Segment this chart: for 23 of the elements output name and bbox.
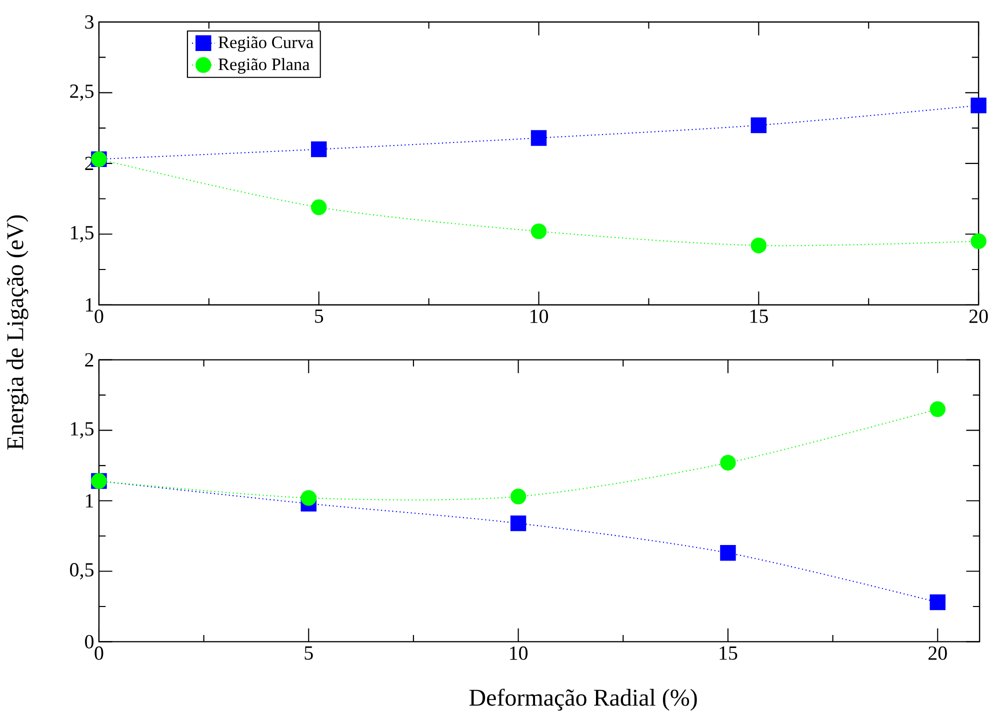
x-tick-label: 20 <box>928 646 947 660</box>
y-tick-label: 1,5 <box>71 226 94 242</box>
x-tick-label: 10 <box>510 646 528 660</box>
y-tick-label: 0,5 <box>70 563 94 580</box>
x-tick-label: 0 <box>94 310 104 324</box>
x-tick-label: 15 <box>750 310 768 324</box>
y-tick-label: 1 <box>86 494 94 508</box>
x-tick-label: 10 <box>530 310 548 324</box>
y-tick-label: 1,5 <box>71 422 94 439</box>
x-tick-label: 5 <box>315 310 324 323</box>
legend-label: Região Curva <box>218 36 314 52</box>
x-tick-label: 20 <box>969 310 988 324</box>
legend-label: Região Plana <box>218 58 310 74</box>
y-tick-label: 0 <box>85 635 94 649</box>
x-tick-label: 5 <box>304 646 313 660</box>
y-tick-label: 2,5 <box>70 84 94 102</box>
x-axis-title: Deformação Radial (%) <box>469 688 697 711</box>
y-tick-label: 2 <box>85 353 94 367</box>
y-axis-title: Energia de Ligação (eV) <box>6 215 28 450</box>
x-tick-label: 0 <box>94 646 104 660</box>
x-tick-label: 15 <box>720 646 738 660</box>
y-tick-label: 1 <box>86 298 94 312</box>
y-tick-label: 3 <box>85 15 94 29</box>
